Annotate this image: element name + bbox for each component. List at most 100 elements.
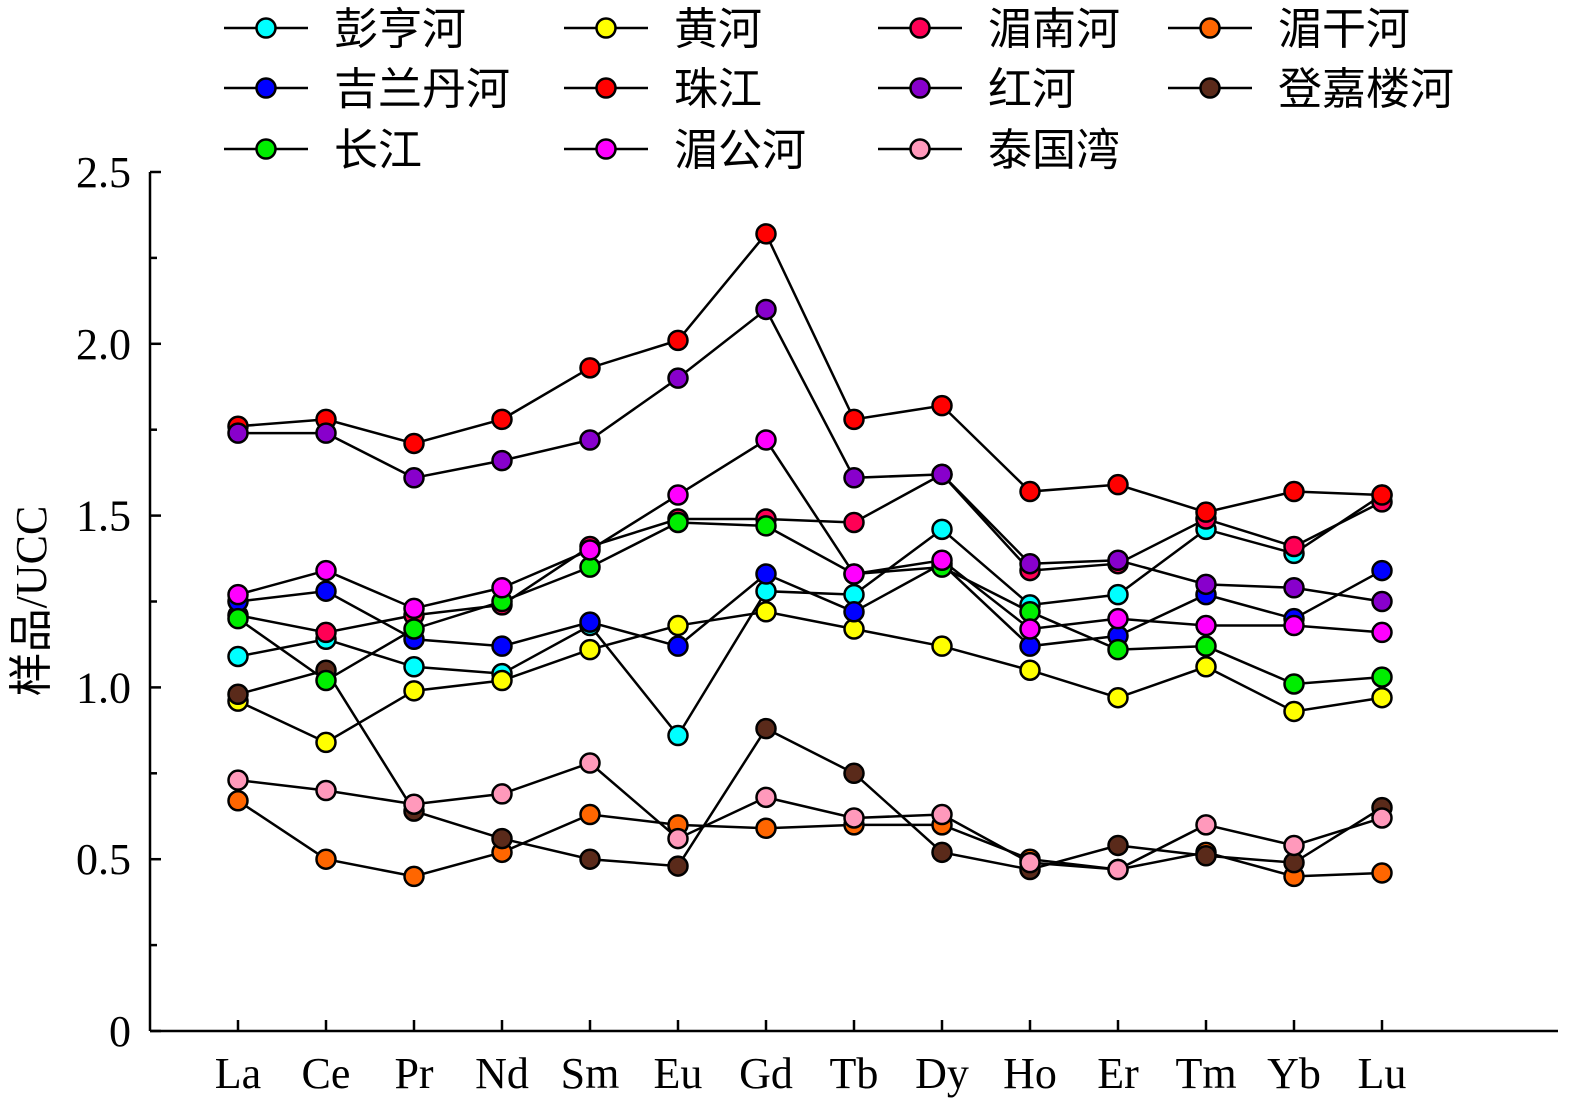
- data-point: [227, 683, 249, 706]
- y-ticks: 0 0.5 1.0 1.5 2.0 2.5: [76, 148, 161, 1056]
- x-tick-label: Dy: [915, 1049, 969, 1098]
- data-point: [843, 807, 865, 829]
- x-tick-label: Pr: [394, 1049, 433, 1098]
- data-point: [227, 422, 249, 444]
- data-point: [1283, 700, 1305, 723]
- legend-marker: [595, 77, 617, 99]
- legend-marker: [909, 17, 931, 39]
- data-point: [1107, 834, 1129, 857]
- data-point: [491, 408, 513, 431]
- series-line: [237, 610, 1383, 744]
- legend-marker: [1199, 77, 1221, 99]
- data-point: [931, 635, 953, 657]
- data-point: [1107, 549, 1129, 572]
- data-point: [403, 680, 425, 702]
- series-lines: [237, 231, 1383, 878]
- data-point: [931, 549, 953, 572]
- legend-marker: [909, 77, 931, 99]
- data-point: [1195, 656, 1217, 678]
- data-point: [1371, 862, 1393, 884]
- data-point: [315, 669, 337, 692]
- data-point: [931, 394, 953, 417]
- y-tick-label: 1.0: [76, 663, 131, 712]
- data-point: [579, 611, 601, 633]
- legend-label: 湄干河: [1278, 4, 1410, 55]
- series-line: [237, 521, 1383, 686]
- data-point: [667, 511, 689, 534]
- data-point: [1107, 686, 1129, 709]
- data-point: [491, 449, 513, 472]
- data-point: [667, 367, 689, 389]
- data-point: [755, 223, 777, 245]
- legend-entry: 黄河: [564, 4, 762, 55]
- legend-entry: 彭亨河: [224, 4, 466, 55]
- data-point: [1019, 618, 1041, 640]
- data-point: [755, 817, 777, 840]
- data-point: [1195, 501, 1217, 523]
- legend-label: 吉兰丹河: [334, 64, 510, 115]
- data-point: [1019, 851, 1041, 874]
- legend-marker: [595, 17, 617, 39]
- data-point: [755, 515, 777, 537]
- data-point: [227, 645, 249, 668]
- data-point: [1195, 635, 1217, 657]
- x-tick-label: Yb: [1267, 1049, 1321, 1098]
- data-point: [843, 408, 865, 431]
- data-point: [579, 752, 601, 774]
- x-tick-label: Eu: [654, 1049, 703, 1098]
- data-point: [667, 484, 689, 506]
- data-point: [1107, 583, 1129, 606]
- legend-marker: [909, 138, 931, 160]
- data-point: [1283, 480, 1305, 503]
- legend-entry: 湄干河: [1168, 4, 1410, 55]
- legend-entry: 泰国湾: [878, 125, 1120, 176]
- legend-entry: 长江: [224, 125, 422, 176]
- data-point: [1107, 638, 1129, 661]
- x-tick-label: Nd: [475, 1049, 529, 1098]
- data-point: [403, 656, 425, 678]
- data-point: [579, 429, 601, 451]
- data-point: [1195, 814, 1217, 836]
- x-tick-label: Sm: [561, 1049, 620, 1098]
- data-point: [1019, 480, 1041, 503]
- data-point: [931, 463, 953, 486]
- legend-marker: [255, 77, 277, 99]
- data-point: [1107, 473, 1129, 496]
- data-point: [491, 577, 513, 599]
- legend-entry: 登嘉楼河: [1168, 64, 1454, 115]
- y-tick-label: 0: [109, 1007, 131, 1056]
- data-point: [755, 298, 777, 321]
- data-point: [1371, 484, 1393, 506]
- data-point: [1371, 666, 1393, 688]
- x-tick-label: Tb: [830, 1049, 879, 1098]
- data-point: [315, 848, 337, 870]
- legend-label: 黄河: [674, 4, 762, 55]
- data-point: [755, 429, 777, 451]
- x-tick-label: La: [215, 1049, 261, 1098]
- data-point: [403, 432, 425, 455]
- data-point: [843, 563, 865, 585]
- data-point: [667, 724, 689, 747]
- data-point: [403, 865, 425, 888]
- data-point: [1371, 807, 1393, 829]
- series-line: [237, 668, 1383, 871]
- data-point: [931, 803, 953, 826]
- data-point: [315, 779, 337, 802]
- data-point: [579, 803, 601, 826]
- data-point: [315, 731, 337, 754]
- y-tick-label: 2.5: [76, 148, 131, 197]
- data-point: [1195, 845, 1217, 867]
- data-point: [667, 614, 689, 637]
- data-point: [315, 580, 337, 602]
- y-tick-label: 2.0: [76, 320, 131, 369]
- data-point: [227, 583, 249, 606]
- legend-marker: [595, 138, 617, 160]
- data-point: [1371, 590, 1393, 613]
- series-line: [237, 231, 1383, 514]
- legend-entry: 湄南河: [878, 4, 1120, 55]
- data-point: [1019, 552, 1041, 575]
- data-point: [1283, 577, 1305, 599]
- data-point: [403, 793, 425, 815]
- data-point: [1371, 686, 1393, 709]
- data-point: [227, 769, 249, 791]
